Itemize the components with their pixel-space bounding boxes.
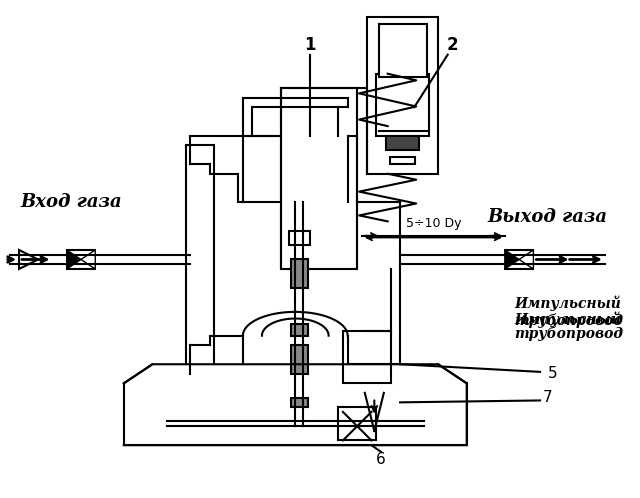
Text: 5÷10 Dy: 5÷10 Dy <box>406 217 461 230</box>
Bar <box>281 88 357 269</box>
Bar <box>386 135 419 150</box>
Text: Импульсный: Импульсный <box>515 312 621 327</box>
Bar <box>186 145 214 383</box>
Polygon shape <box>505 250 519 269</box>
Bar <box>289 231 310 245</box>
Text: Импульсный
трубопровод: Импульсный трубопровод <box>515 295 623 328</box>
Bar <box>291 397 308 407</box>
Bar <box>379 24 427 77</box>
Text: Вход газа: Вход газа <box>20 193 122 211</box>
Polygon shape <box>81 250 95 269</box>
Text: трубопровод: трубопровод <box>515 326 623 341</box>
Bar <box>291 259 308 288</box>
Bar <box>343 331 390 383</box>
Text: 7: 7 <box>543 390 552 405</box>
Polygon shape <box>519 250 533 269</box>
Bar <box>367 16 438 174</box>
Polygon shape <box>124 364 467 445</box>
Text: 2: 2 <box>447 36 458 54</box>
Bar <box>291 324 308 336</box>
Bar <box>390 156 415 164</box>
Text: Выход газа: Выход газа <box>488 208 608 226</box>
Text: 1: 1 <box>304 36 316 54</box>
Polygon shape <box>67 250 81 269</box>
Text: 6: 6 <box>376 452 386 467</box>
Bar <box>291 345 308 374</box>
Text: 5: 5 <box>548 366 557 381</box>
Bar <box>376 74 429 135</box>
Bar <box>338 407 376 440</box>
